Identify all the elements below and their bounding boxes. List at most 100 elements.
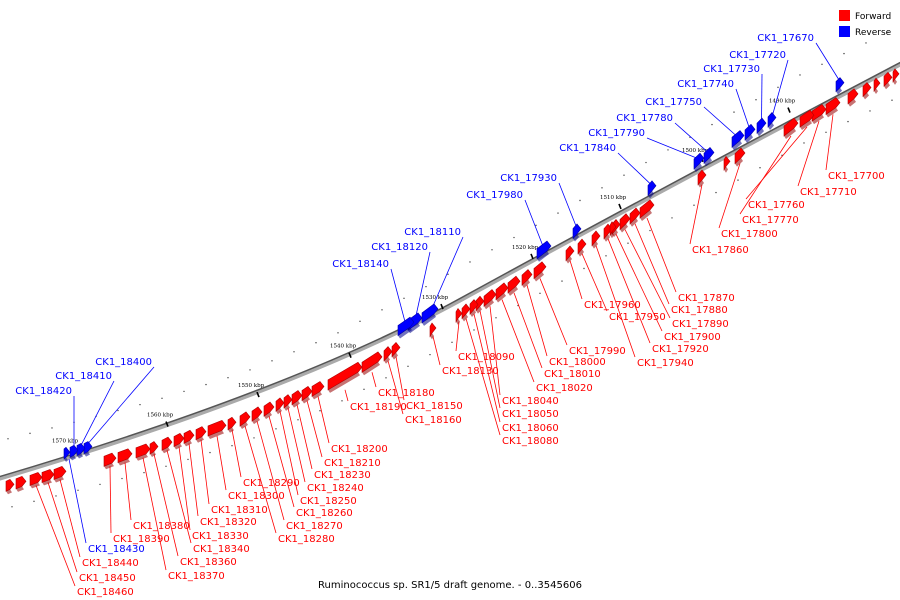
gene-label-CK1_18270[interactable]: CK1_18270: [286, 521, 343, 532]
gene-arrow-CK1_17730[interactable]: [756, 117, 767, 134]
gene-label-CK1_17740[interactable]: CK1_17740: [677, 79, 734, 90]
gene-label-CK1_17950[interactable]: CK1_17950: [609, 312, 666, 323]
gene-label-CK1_17920[interactable]: CK1_17920: [652, 344, 709, 355]
gene-label-CK1_18090[interactable]: CK1_18090: [458, 352, 515, 363]
gene-arrow-CK1_17780[interactable]: [703, 147, 715, 164]
gene-arrow-CK1_17950[interactable]: [577, 238, 587, 255]
gene-arrow-CK1_18180[interactable]: [361, 351, 383, 373]
gene-label-CK1_17960[interactable]: CK1_17960: [584, 300, 641, 311]
gene-arrow-CK1_17700[interactable]: [825, 97, 841, 115]
gene-arrow-CK1_18420[interactable]: [69, 444, 79, 458]
gene-label-CK1_17770[interactable]: CK1_17770: [742, 215, 799, 226]
gene-arrow-unlabelled[interactable]: [609, 221, 617, 237]
gene-label-CK1_18440[interactable]: CK1_18440: [82, 558, 139, 569]
gene-label-CK1_17700[interactable]: CK1_17700: [828, 171, 885, 182]
gene-label-CK1_18330[interactable]: CK1_18330: [192, 531, 249, 542]
gene-label-CK1_17990[interactable]: CK1_17990: [569, 346, 626, 357]
gene-arrow-CK1_17740[interactable]: [744, 123, 756, 141]
gene-label-CK1_17800[interactable]: CK1_17800: [721, 229, 778, 240]
gene-label-CK1_18040[interactable]: CK1_18040: [502, 396, 559, 407]
gene-arrow-CK1_18190[interactable]: [327, 361, 363, 391]
gene-label-CK1_18410[interactable]: CK1_18410: [55, 371, 112, 382]
gene-arrow-CK1_17800[interactable]: [734, 147, 746, 165]
gene-label-CK1_18210[interactable]: CK1_18210: [324, 458, 381, 469]
gene-label-CK1_17730[interactable]: CK1_17730: [703, 64, 760, 75]
gene-label-CK1_18010[interactable]: CK1_18010: [544, 369, 601, 380]
gene-label-CK1_18320[interactable]: CK1_18320: [200, 517, 257, 528]
gene-arrow-CK1_18390[interactable]: [103, 452, 117, 467]
gene-arrow-CK1_18250[interactable]: [275, 397, 285, 412]
gene-arrow-unlabelled[interactable]: [847, 88, 859, 105]
gene-arrow-CK1_18270[interactable]: [251, 406, 263, 422]
gene-arrow-CK1_17940[interactable]: [591, 230, 601, 247]
gene-arrow-CK1_18430[interactable]: [63, 446, 71, 460]
gene-arrow-unlabelled[interactable]: [873, 77, 881, 93]
gene-arrow-CK1_17790[interactable]: [693, 152, 705, 170]
gene-label-CK1_18080[interactable]: CK1_18080: [502, 436, 559, 447]
gene-arrow-CK1_18370[interactable]: [135, 443, 151, 459]
gene-label-CK1_18190[interactable]: CK1_18190: [350, 402, 407, 413]
gene-label-CK1_17780[interactable]: CK1_17780: [616, 113, 673, 124]
gene-label-CK1_17880[interactable]: CK1_17880: [671, 305, 728, 316]
gene-arrow-CK1_17670[interactable]: [835, 77, 845, 93]
gene-label-CK1_17720[interactable]: CK1_17720: [729, 50, 786, 61]
gene-label-CK1_18460[interactable]: CK1_18460: [77, 587, 134, 598]
gene-arrow-CK1_18210[interactable]: [301, 385, 313, 402]
gene-arrow-CK1_18300[interactable]: [207, 419, 227, 437]
gene-arrow-CK1_18440[interactable]: [53, 466, 67, 480]
gene-arrow-CK1_17860[interactable]: [697, 169, 707, 186]
gene-arrow-CK1_18400[interactable]: [83, 441, 93, 455]
gene-label-CK1_18130[interactable]: CK1_18130: [442, 366, 499, 377]
gene-arrow-CK1_18040[interactable]: [483, 289, 497, 307]
gene-label-CK1_18360[interactable]: CK1_18360: [180, 557, 237, 568]
gene-label-CK1_18290[interactable]: CK1_18290: [243, 478, 300, 489]
gene-arrow-CK1_17840[interactable]: [647, 180, 657, 197]
gene-arrow-CK1_17760[interactable]: [799, 109, 815, 128]
gene-label-CK1_18400[interactable]: CK1_18400: [95, 357, 152, 368]
gene-label-CK1_17870[interactable]: CK1_17870: [678, 293, 735, 304]
gene-label-CK1_18280[interactable]: CK1_18280: [278, 534, 335, 545]
gene-arrow-CK1_18090[interactable]: [455, 307, 463, 323]
gene-arrow-CK1_18020[interactable]: [495, 282, 509, 301]
gene-arrow-unlabelled[interactable]: [883, 71, 893, 87]
gene-label-CK1_17980[interactable]: CK1_17980: [466, 190, 523, 201]
gene-label-CK1_17760[interactable]: CK1_17760: [748, 200, 805, 211]
gene-arrow-CK1_18330[interactable]: [173, 433, 185, 448]
gene-arrow-unlabelled[interactable]: [723, 155, 731, 171]
gene-label-CK1_17710[interactable]: CK1_17710: [800, 187, 857, 198]
gene-label-CK1_17840[interactable]: CK1_17840: [559, 143, 616, 154]
gene-arrow-CK1_18080[interactable]: [461, 303, 471, 320]
gene-label-CK1_18430[interactable]: CK1_18430: [88, 544, 145, 555]
gene-label-CK1_18250[interactable]: CK1_18250: [300, 496, 357, 507]
gene-arrow-CK1_17880[interactable]: [629, 207, 641, 225]
gene-label-CK1_18450[interactable]: CK1_18450: [79, 573, 136, 584]
gene-label-CK1_18050[interactable]: CK1_18050: [502, 409, 559, 420]
gene-label-CK1_18300[interactable]: CK1_18300: [228, 491, 285, 502]
gene-arrow-CK1_17960[interactable]: [565, 245, 575, 262]
gene-arrow-unlabelled[interactable]: [862, 82, 872, 98]
gene-label-CK1_17860[interactable]: CK1_17860: [692, 245, 749, 256]
gene-arrow-CK1_17710[interactable]: [811, 103, 827, 122]
gene-arrow-unlabelled[interactable]: [5, 478, 15, 492]
gene-arrow-CK1_18130[interactable]: [429, 322, 437, 338]
gene-arrow-CK1_18290[interactable]: [227, 416, 237, 431]
gene-label-CK1_18200[interactable]: CK1_18200: [331, 444, 388, 455]
gene-label-CK1_18110[interactable]: CK1_18110: [404, 227, 461, 238]
gene-label-CK1_18370[interactable]: CK1_18370: [168, 571, 225, 582]
gene-label-CK1_18340[interactable]: CK1_18340: [193, 544, 250, 555]
gene-arrow-CK1_18310[interactable]: [195, 426, 207, 441]
gene-label-CK1_18240[interactable]: CK1_18240: [307, 483, 364, 494]
gene-arrow-CK1_17750[interactable]: [731, 130, 745, 148]
gene-label-CK1_18140[interactable]: CK1_18140: [332, 259, 389, 270]
gene-arrow-CK1_17990[interactable]: [533, 261, 547, 280]
gene-arrow-CK1_17870[interactable]: [639, 199, 655, 219]
gene-arrow-CK1_18160[interactable]: [383, 346, 393, 362]
gene-arrow-CK1_18060[interactable]: [469, 299, 479, 315]
gene-arrow-CK1_18280[interactable]: [239, 411, 251, 427]
gene-arrow-CK1_18050[interactable]: [475, 295, 485, 312]
gene-arrow-CK1_18230[interactable]: [291, 390, 303, 406]
gene-label-CK1_18120[interactable]: CK1_18120: [371, 242, 428, 253]
gene-arrow-CK1_18460[interactable]: [29, 472, 43, 486]
gene-label-CK1_18380[interactable]: CK1_18380: [133, 521, 190, 532]
gene-arrow-CK1_18320[interactable]: [183, 429, 195, 444]
